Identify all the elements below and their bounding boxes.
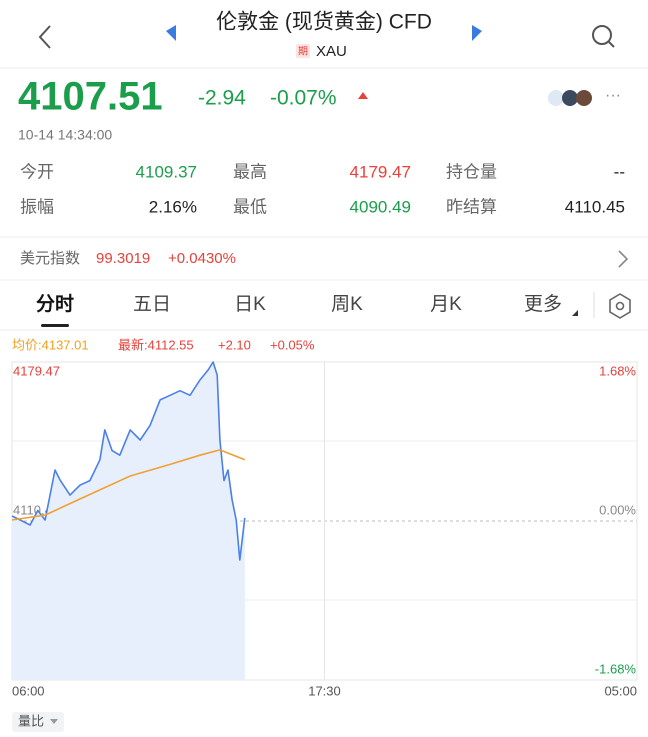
- price-change-pct: -0.07%: [270, 87, 337, 110]
- stat-value: 4090.49: [350, 197, 411, 216]
- stat-value: --: [614, 162, 625, 181]
- avg-price: 均价:4137.01: [12, 337, 89, 352]
- y2-tick-label: 1.68%: [599, 363, 636, 378]
- settings-icon-center: [615, 301, 625, 311]
- badge-bg: [296, 44, 310, 58]
- stat-label: 振幅: [20, 197, 54, 216]
- avatar: [576, 90, 592, 106]
- stat-value: 4110.45: [565, 197, 625, 216]
- stat-label: 最高: [233, 162, 267, 181]
- average-line: [11, 449, 246, 521]
- y-tick-label: 4179.47: [13, 363, 60, 378]
- stat-label: 今开: [20, 162, 54, 181]
- y2-tick-label: -1.68%: [595, 661, 637, 676]
- settings-icon: [609, 293, 631, 319]
- title: 伦敦金 (现货黄金) CFD: [216, 11, 432, 34]
- avatars[interactable]: [548, 90, 592, 106]
- price-area: [12, 362, 245, 680]
- badge: 期: [298, 46, 308, 58]
- search-button[interactable]: [592, 25, 615, 48]
- trend-arrow: [358, 92, 368, 99]
- stat-value: 4179.47: [350, 162, 411, 181]
- tab-bar: 分时 五日 日K 周K 月K 更多: [36, 293, 578, 327]
- latest-change: +2.10: [218, 337, 251, 352]
- y2-tick-label: 0.00%: [599, 502, 636, 517]
- indicator-caret: [50, 719, 58, 724]
- stat-value: 2.16%: [149, 197, 197, 216]
- next-button[interactable]: [472, 25, 482, 41]
- back-button[interactable]: [38, 25, 51, 49]
- price-change: -2.94: [198, 87, 246, 110]
- indicator-button[interactable]: [12, 712, 64, 732]
- last-price: 4107.51: [18, 75, 163, 119]
- latest-change-pct: +0.05%: [270, 337, 315, 352]
- index-value: 99.3019: [96, 250, 150, 267]
- settings-button[interactable]: [609, 293, 631, 319]
- tab[interactable]: 月K: [430, 294, 462, 315]
- intraday-chart: 4179.474110.454041.431.68%0.00%-1.68%06:…: [11, 361, 638, 698]
- stats-grid: 今开 4109.37 最高 4179.47 持仓量 -- 振幅 2.16% 最低 4090.49 昨…: [20, 162, 625, 216]
- search-icon: [592, 25, 612, 45]
- latest-price: 最新:4112.55: [118, 337, 194, 352]
- tab[interactable]: 日K: [234, 294, 266, 315]
- tab[interactable]: 周K: [331, 294, 363, 315]
- indicator-label: 量比: [18, 713, 44, 728]
- x-tick-label: 05:00: [604, 683, 637, 698]
- avatar: [562, 90, 578, 106]
- tab[interactable]: 更多: [524, 293, 562, 315]
- search-icon-handle: [608, 41, 615, 48]
- index-chevron[interactable]: [618, 250, 629, 268]
- quote-time: 10-14 14:34:00: [18, 127, 112, 143]
- stat-label: 持仓量: [446, 162, 497, 181]
- more-button[interactable]: ···: [605, 87, 621, 104]
- index-label: 美元指数: [20, 250, 80, 267]
- tab-caret: [572, 310, 578, 316]
- x-tick-label: 06:00: [12, 683, 45, 698]
- index-change: +0.0430%: [168, 250, 236, 267]
- price-line: [11, 361, 246, 561]
- avatar: [548, 90, 564, 106]
- stat-value: 4109.37: [136, 162, 197, 181]
- tab-indicator: [41, 324, 69, 327]
- prev-button[interactable]: [166, 25, 176, 41]
- stat-label: 昨结算: [446, 197, 497, 216]
- stat-label: 最低: [233, 197, 267, 216]
- x-tick-label: 17:30: [308, 683, 341, 698]
- symbol: XAU: [316, 43, 347, 60]
- tab[interactable]: 分时: [36, 293, 74, 315]
- tab[interactable]: 五日: [133, 294, 171, 315]
